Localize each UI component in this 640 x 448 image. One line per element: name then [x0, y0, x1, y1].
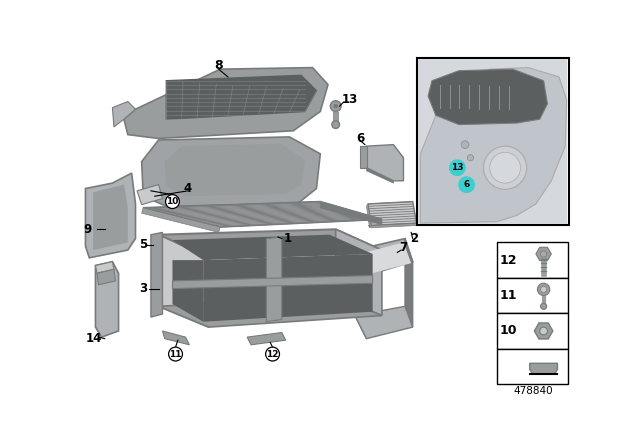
Polygon shape — [355, 306, 413, 339]
Bar — [418, 59, 568, 224]
Polygon shape — [204, 254, 372, 322]
Text: 1: 1 — [284, 232, 292, 245]
Text: 2: 2 — [410, 232, 419, 245]
Polygon shape — [166, 75, 316, 119]
Circle shape — [467, 155, 474, 161]
Circle shape — [450, 160, 465, 176]
Polygon shape — [355, 250, 367, 339]
Text: 3: 3 — [139, 282, 147, 295]
Circle shape — [538, 283, 550, 296]
Text: 5: 5 — [139, 238, 147, 251]
Text: 8: 8 — [214, 59, 223, 72]
Polygon shape — [266, 237, 282, 322]
Bar — [497, 242, 568, 278]
Polygon shape — [159, 229, 382, 258]
Polygon shape — [355, 238, 413, 276]
Polygon shape — [368, 202, 417, 225]
Circle shape — [168, 347, 182, 361]
Circle shape — [541, 251, 547, 257]
Bar — [497, 349, 568, 384]
Circle shape — [459, 177, 474, 192]
Circle shape — [332, 121, 340, 129]
Circle shape — [541, 286, 547, 293]
Polygon shape — [93, 185, 128, 250]
Text: 6: 6 — [356, 132, 364, 145]
Polygon shape — [428, 69, 547, 125]
Polygon shape — [359, 242, 411, 276]
Polygon shape — [333, 112, 338, 123]
Circle shape — [333, 104, 338, 108]
Circle shape — [330, 101, 341, 112]
Polygon shape — [367, 204, 371, 228]
Polygon shape — [536, 247, 551, 261]
Polygon shape — [124, 68, 328, 138]
Circle shape — [484, 146, 527, 190]
Polygon shape — [336, 229, 382, 315]
Polygon shape — [368, 223, 417, 228]
Polygon shape — [172, 276, 372, 289]
Circle shape — [541, 303, 547, 310]
Text: 9: 9 — [84, 223, 92, 236]
Polygon shape — [86, 173, 136, 258]
Polygon shape — [360, 146, 367, 168]
Polygon shape — [143, 202, 382, 227]
Text: 7: 7 — [399, 241, 408, 254]
Polygon shape — [97, 269, 115, 285]
Polygon shape — [172, 260, 204, 322]
Polygon shape — [367, 145, 403, 181]
Text: 11: 11 — [499, 289, 517, 302]
Text: 12: 12 — [499, 254, 517, 267]
PathPatch shape — [420, 68, 566, 223]
Polygon shape — [141, 137, 320, 206]
Circle shape — [490, 152, 520, 183]
Text: 10: 10 — [499, 324, 517, 337]
Text: 13: 13 — [451, 163, 463, 172]
Polygon shape — [151, 233, 163, 317]
Text: 14: 14 — [86, 332, 102, 345]
Circle shape — [461, 141, 469, 148]
Circle shape — [266, 347, 280, 361]
Text: 12: 12 — [266, 349, 279, 358]
Circle shape — [540, 327, 547, 335]
Text: 4: 4 — [184, 182, 192, 195]
Polygon shape — [530, 363, 557, 374]
Text: 6: 6 — [463, 180, 470, 189]
Circle shape — [166, 195, 179, 208]
Polygon shape — [163, 331, 189, 345]
Polygon shape — [320, 202, 382, 225]
Polygon shape — [95, 262, 118, 337]
Polygon shape — [113, 102, 136, 127]
Polygon shape — [159, 235, 209, 327]
Text: 10: 10 — [166, 197, 179, 206]
Polygon shape — [95, 262, 114, 273]
Polygon shape — [367, 168, 394, 183]
Polygon shape — [534, 323, 553, 339]
Text: 11: 11 — [170, 349, 182, 358]
Bar — [417, 58, 569, 225]
Polygon shape — [405, 238, 413, 327]
Polygon shape — [141, 208, 220, 233]
Polygon shape — [137, 185, 163, 205]
Bar — [497, 313, 568, 349]
Polygon shape — [159, 296, 382, 327]
Bar — [497, 278, 568, 313]
Polygon shape — [164, 144, 305, 196]
Text: 478840: 478840 — [513, 386, 552, 396]
Polygon shape — [172, 235, 372, 260]
Polygon shape — [247, 332, 285, 345]
Text: 13: 13 — [341, 94, 358, 107]
